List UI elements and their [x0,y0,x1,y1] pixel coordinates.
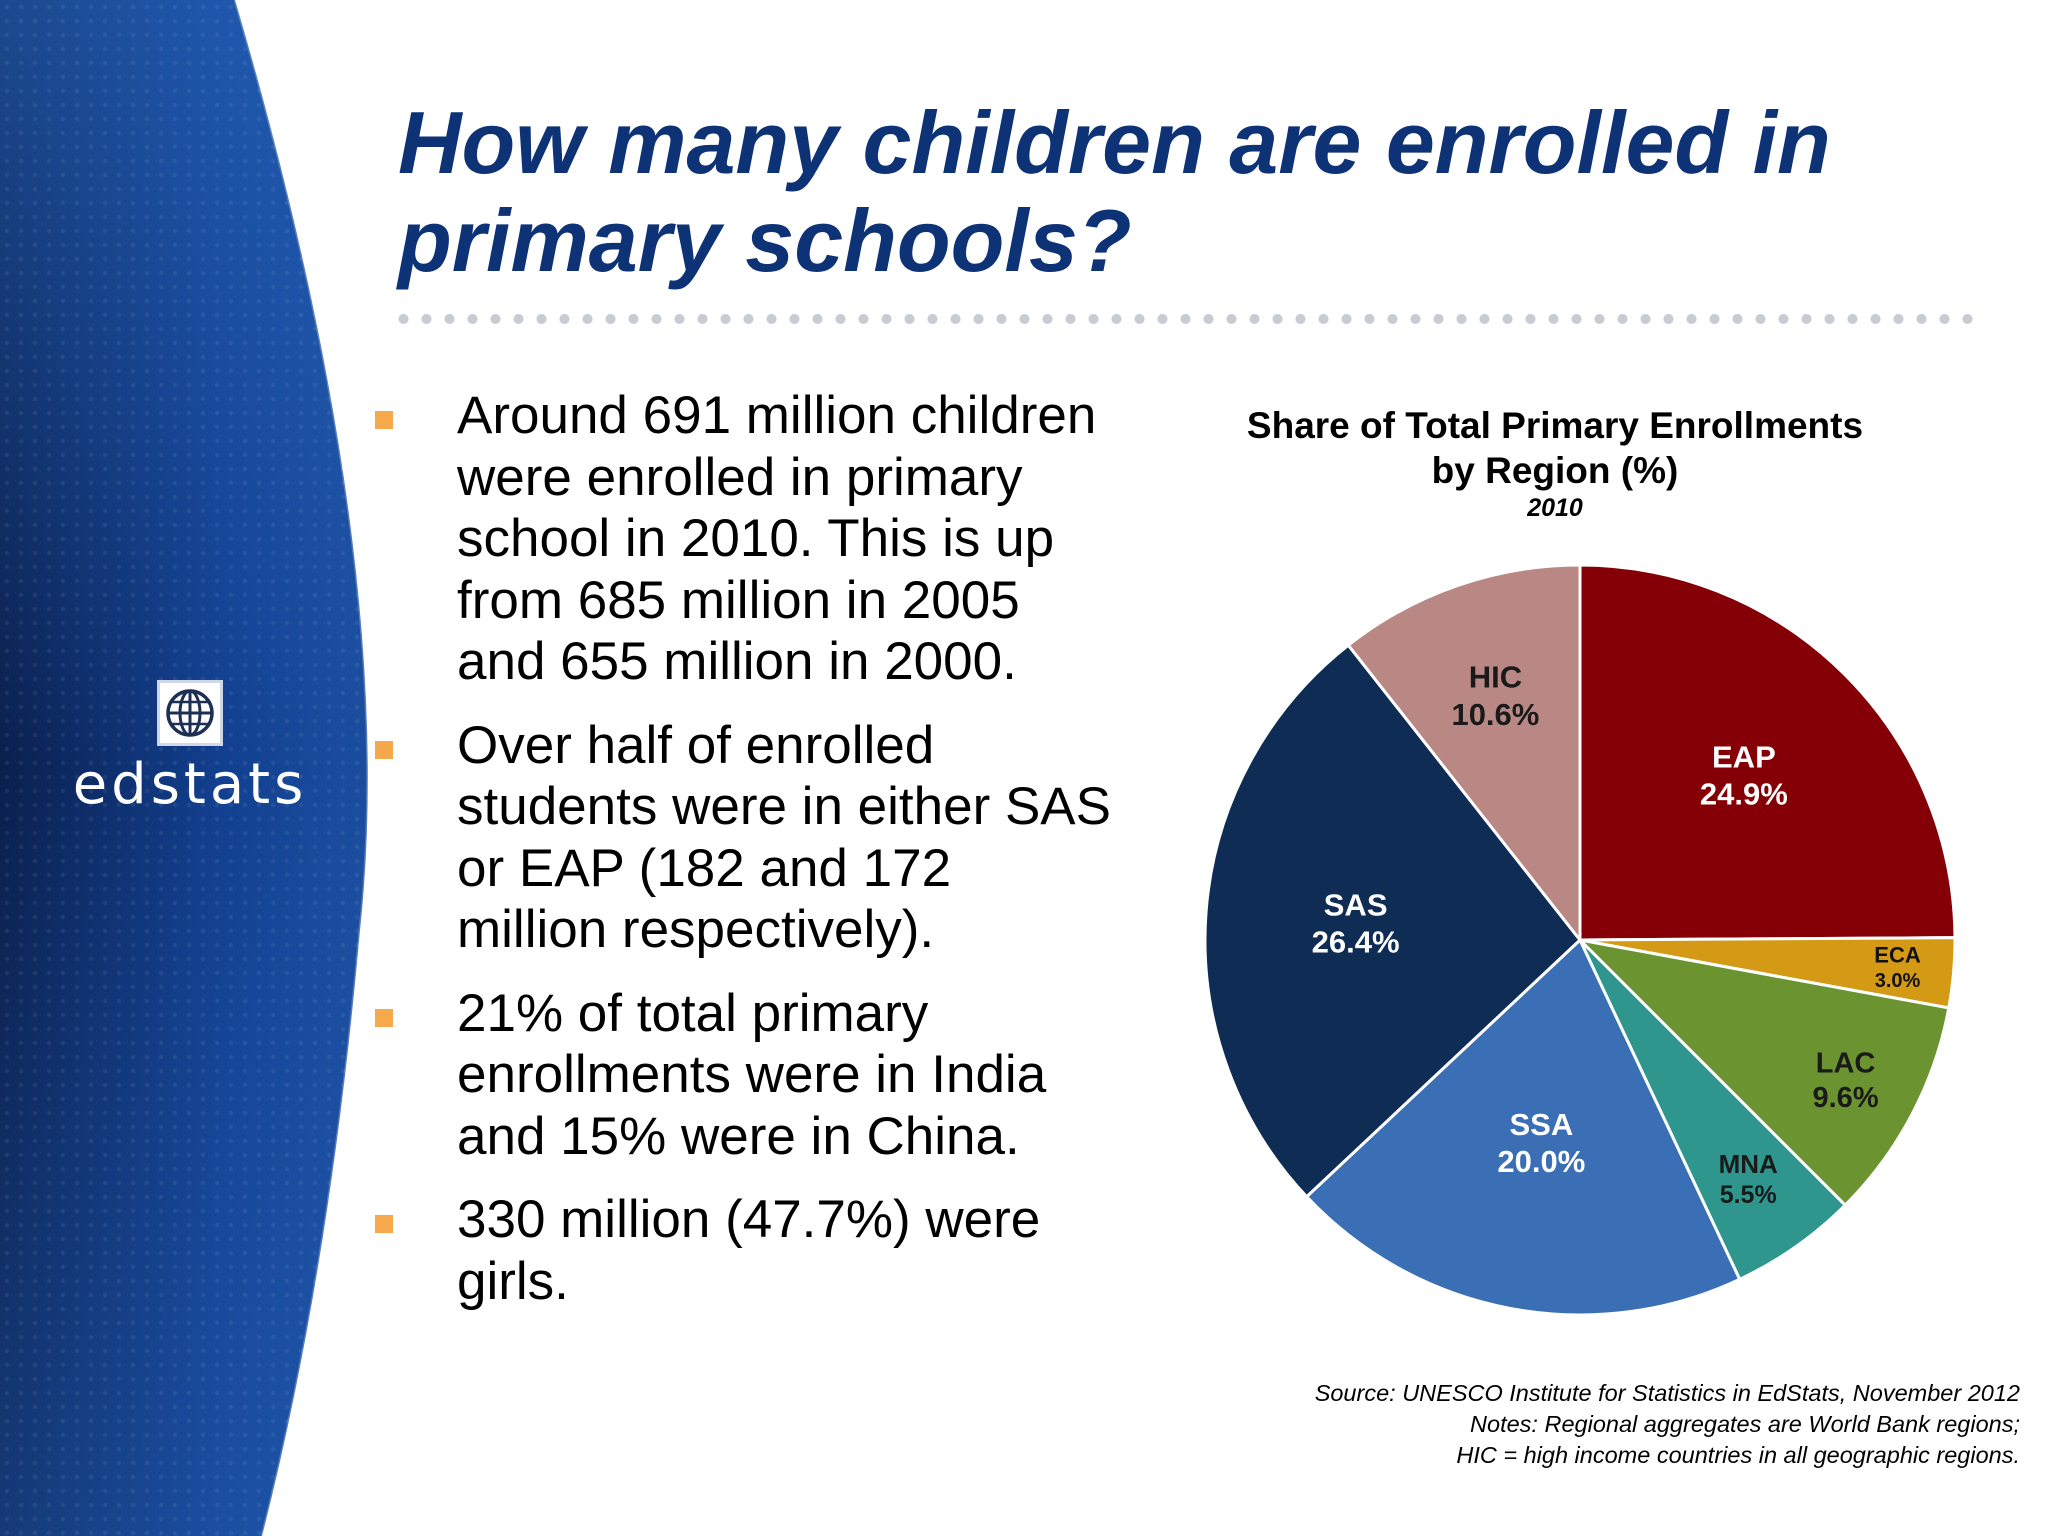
pie-slice-hic [1346,563,1582,945]
slice-value-ssa: 20.0% [1497,1144,1585,1179]
slice-label-eap: EAP [1712,739,1776,774]
square-bullet-icon [375,1008,393,1027]
slide-title: How many children are enrolled in primar… [398,93,1831,290]
slice-label-ssa: SSA [1509,1107,1573,1142]
square-bullet-icon [375,740,393,759]
slice-value-hic: 10.6% [1451,697,1539,732]
slice-value-sas: 26.4% [1312,925,1400,960]
slice-value-eap: 24.9% [1700,777,1788,812]
notes-line: HIC = high income countries in all geogr… [1456,1442,2020,1468]
bullet-list: Around 691 million children were enrolle… [375,385,1115,1334]
pie-slice-mna [1578,938,1848,1282]
slice-label-mna: MNA [1719,1149,1778,1179]
chart-heading: Share of Total Primary Enrollments by Re… [1160,403,1950,523]
source-notes: Source: UNESCO Institute for Statistics … [1120,1378,2020,1471]
bullet-item: 21% of total primary enrollments were in… [375,983,1115,1168]
sidebar-background [0,0,370,1536]
bullet-text: Around 691 million children were enrolle… [457,386,1097,691]
bullet-text: Over half of enrolled students were in e… [457,715,1112,960]
slice-label-eca: ECA [1874,943,1921,968]
square-bullet-icon [375,411,393,429]
slice-value-lac: 9.6% [1813,1082,1879,1114]
slice-value-mna: 5.5% [1720,1181,1777,1209]
bullet-item: Over half of enrolled students were in e… [375,715,1115,961]
notes-line: Notes: Regional aggregates are World Ban… [1470,1411,2020,1437]
pie-slice-ssa [1304,937,1742,1317]
slice-label-sas: SAS [1324,887,1388,922]
pie-slice-eap [1578,563,1957,942]
globe-icon [157,680,223,746]
logo-wordmark: edstats [72,752,308,817]
bullet-item: Around 691 million children were enrolle… [375,385,1115,693]
chart-subtitle: 2010 [1527,494,1583,522]
bullet-text: 330 million (47.7%) were girls. [457,1190,1041,1311]
edstats-logo: edstats [60,680,320,817]
square-bullet-icon [375,1215,393,1233]
source-line: Source: UNESCO Institute for Statistics … [1314,1380,2020,1406]
chart-title: Share of Total Primary Enrollments by Re… [1246,405,1864,491]
slice-value-eca: 3.0% [1875,970,1921,992]
pie-slice-sas [1203,643,1583,1199]
dotted-divider [392,314,1980,324]
pie-slice-lac [1575,937,1951,1208]
slice-label-lac: LAC [1816,1047,1876,1079]
bullet-item: 330 million (47.7%) were girls. [375,1189,1115,1312]
bullet-text: 21% of total primary enrollments were in… [457,983,1047,1166]
slice-label-hic: HIC [1469,660,1522,695]
